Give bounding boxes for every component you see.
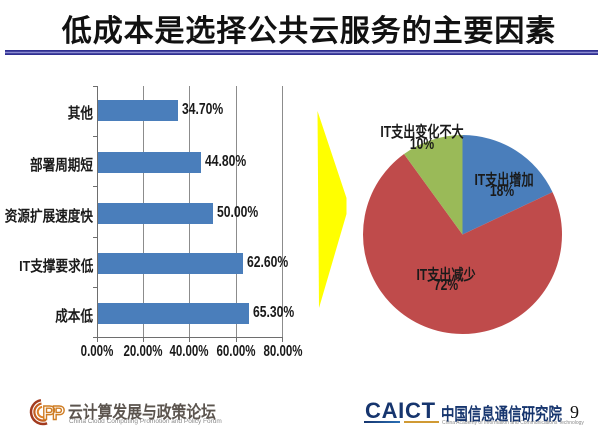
svg-text:PP: PP (43, 404, 66, 425)
